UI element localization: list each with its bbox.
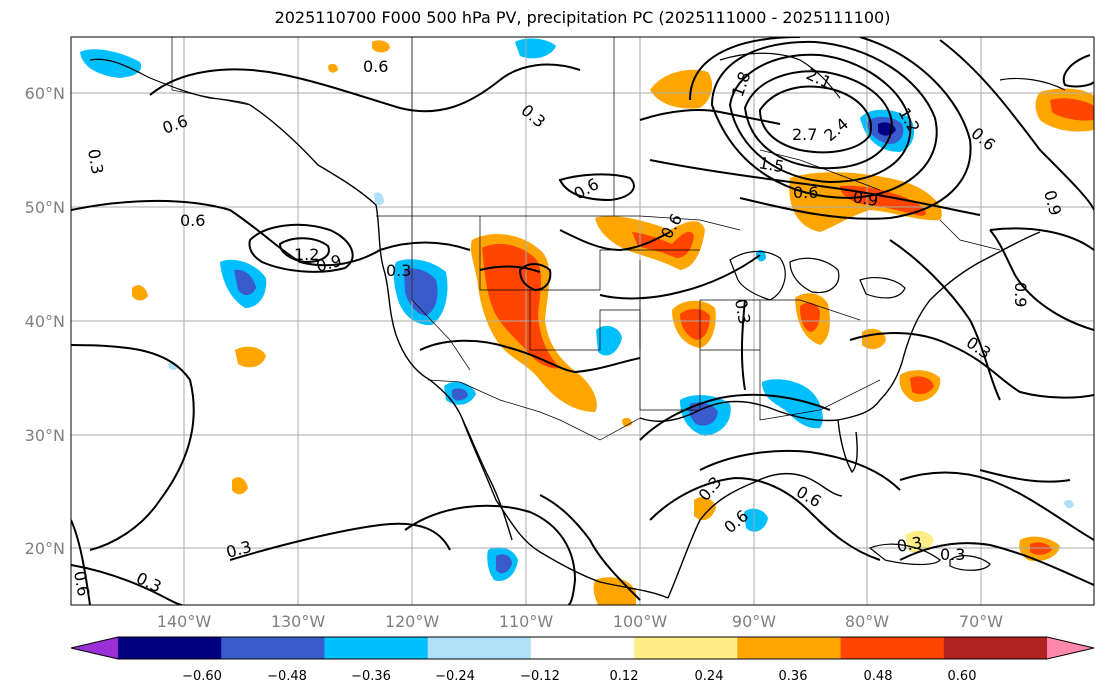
colorbar-segment (118, 637, 222, 659)
colorbar-tick-label: 0.12 (610, 669, 639, 684)
chart-title: 2025110700 F000 500 hPa PV, precipitatio… (274, 8, 891, 27)
lat-label: 30°N (25, 426, 65, 445)
colorbar-tick-label: 0.24 (695, 669, 724, 684)
latitude-labels: 60°N 50°N 40°N 30°N 20°N (25, 84, 65, 558)
contour-label: 1.5 (757, 153, 785, 176)
colorbar-tick-label: −0.36 (351, 669, 391, 684)
lon-label: 90°W (732, 612, 776, 631)
colorbar-tick-label: −0.48 (267, 669, 307, 684)
colorbar-tick-label: −0.60 (182, 669, 222, 684)
map-frame (70, 36, 1095, 606)
political-borders (171, 37, 1001, 441)
contour-label: 1.2 (294, 245, 319, 264)
colorbar-tick-label: 0.36 (779, 669, 808, 684)
lon-label: 70°W (959, 612, 1003, 631)
lon-label: 120°W (385, 612, 440, 631)
contour-label: 0.9 (851, 187, 879, 210)
lat-label: 40°N (25, 312, 65, 331)
lat-label: 50°N (25, 198, 65, 217)
colorbar-tick-label: 0.48 (864, 669, 893, 684)
contour-label: 0.6 (180, 211, 205, 230)
contour-label: 0.3 (895, 533, 923, 556)
colorbar-tick-label: −0.12 (520, 669, 560, 684)
colorbar-segment (427, 637, 532, 659)
lon-label: 140°W (157, 612, 212, 631)
contour-label: 0.9 (1011, 282, 1030, 307)
colorbar-segment (943, 637, 1048, 659)
contour-label: 0.3 (940, 545, 965, 564)
colorbar-segment (530, 637, 635, 659)
colorbar-extend-low (71, 637, 118, 659)
colorbar-extend-high (1047, 637, 1094, 659)
contour-label: 0.6 (363, 57, 388, 76)
contour-label: 0.6 (793, 183, 818, 202)
pv-contours (71, 37, 1094, 605)
colorbar-segment (221, 637, 325, 659)
contour-label: 2.7 (792, 125, 817, 144)
colorbar-tick-label: 0.60 (948, 669, 977, 684)
lat-label: 60°N (25, 84, 65, 103)
lat-label: 20°N (25, 539, 65, 558)
contour-label: 0.6 (70, 569, 93, 597)
lon-label: 100°W (613, 612, 668, 631)
contour-label: 0.3 (386, 261, 411, 280)
lon-label: 80°W (845, 612, 889, 631)
colorbar-segment (634, 637, 738, 659)
contour-label: 0.3 (84, 147, 107, 175)
lon-label: 110°W (499, 612, 554, 631)
colorbar-segment (324, 637, 429, 659)
colorbar-tick-label: −0.24 (435, 669, 475, 684)
colorbar-segment (840, 637, 945, 659)
colorbar-outline (70, 636, 1095, 660)
contour-label: 0.3 (731, 297, 754, 325)
colorbar-segment (737, 637, 842, 659)
lon-label: 130°W (271, 612, 326, 631)
longitude-labels: 140°W 130°W 120°W 110°W 100°W 90°W 80°W … (157, 612, 1003, 631)
colorbar (70, 636, 1095, 660)
colorbar-labels: −0.60 −0.48 −0.36 −0.24 −0.12 0.12 0.24 … (182, 669, 976, 684)
